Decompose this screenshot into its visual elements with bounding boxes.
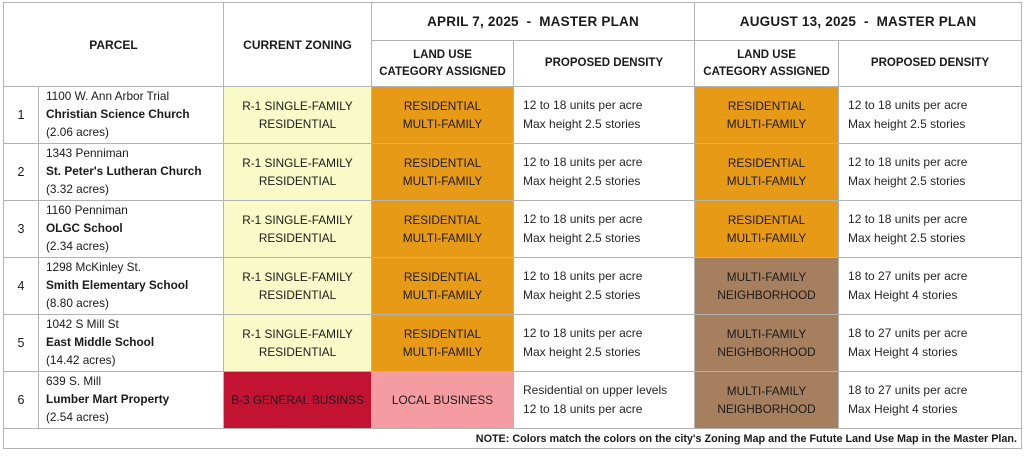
april-density-cell: 12 to 18 units per acre Max height 2.5 st… — [513, 314, 696, 372]
april-density-cell: 12 to 18 units per acre Max height 2.5 st… — [513, 143, 696, 201]
row-number: 2 — [3, 143, 39, 201]
august-density-cell: 18 to 27 units per acre Max Height 4 stor… — [838, 314, 1023, 372]
row-number: 4 — [3, 257, 39, 315]
zoning-table: PARCEL CURRENT ZONING APRIL 7, 2025 - MA… — [2, 2, 1023, 449]
april-land-use-cell: RESIDENTIAL MULTI-FAMILY — [371, 314, 515, 372]
row-number: 6 — [3, 371, 39, 429]
land-use-header-line2: CATEGORY ASSIGNED — [379, 65, 506, 78]
col-header-parcel: PARCEL — [2, 2, 225, 87]
header-row-groups: PARCEL CURRENT ZONING APRIL 7, 2025 - MA… — [2, 2, 1023, 87]
table-row: 2 1343 Penniman St. Peter's Lutheran Churc… — [3, 143, 1023, 201]
august-land-use-cell: RESIDENTIAL MULTI-FAMILY — [694, 200, 840, 258]
table-row: 5 1042 S Mill St East Middle School (14.42 … — [3, 314, 1023, 372]
note-text: NOTE: Colors match the colors on the cit… — [2, 428, 1023, 449]
row-number: 5 — [3, 314, 39, 372]
land-use-header-line1: LAND USE — [737, 49, 796, 62]
august-land-use-cell: MULTI-FAMILY NEIGHBORHOOD — [694, 371, 840, 429]
august-land-use-cell: RESIDENTIAL MULTI-FAMILY — [694, 86, 840, 144]
row-number: 3 — [3, 200, 39, 258]
april-density-cell: 12 to 18 units per acre Max height 2.5 st… — [513, 257, 696, 315]
table-row: 6 639 S. Mill Lumber Mart Property (2.54 ac… — [3, 371, 1023, 429]
col-header-august-master-plan: AUGUST 13, 2025 - MASTER PLAN — [694, 2, 1023, 41]
august-land-use-cell: RESIDENTIAL MULTI-FAMILY — [694, 143, 840, 201]
parcel-cell: 1298 McKinley St. Smith Elementary School… — [37, 257, 225, 315]
august-land-use-cell: MULTI-FAMILY NEIGHBORHOOD — [694, 257, 840, 315]
parcel-cell: 1100 W. Ann Arbor Trial Christian Science… — [37, 86, 225, 144]
august-land-use-cell: MULTI-FAMILY NEIGHBORHOOD — [694, 314, 840, 372]
land-use-header-line1: LAND USE — [413, 49, 472, 62]
col-header-april-master-plan: APRIL 7, 2025 - MASTER PLAN — [371, 2, 696, 41]
col-header-august-land-use: LAND USE CATEGORY ASSIGNED — [694, 40, 840, 87]
current-zoning-cell: R-1 SINGLE-FAMILY RESIDENTIAL — [223, 200, 373, 258]
april-land-use-cell: RESIDENTIAL MULTI-FAMILY — [371, 200, 515, 258]
august-density-cell: 18 to 27 units per acre Max Height 4 stor… — [838, 371, 1023, 429]
land-use-header-line2: CATEGORY ASSIGNED — [703, 65, 830, 78]
col-header-april-proposed-density: PROPOSED DENSITY — [513, 40, 696, 87]
table-row: 4 1298 McKinley St. Smith Elementary Schoo… — [3, 257, 1023, 315]
row-number: 1 — [3, 86, 39, 144]
col-header-april-land-use: LAND USE CATEGORY ASSIGNED — [371, 40, 515, 87]
april-land-use-cell: RESIDENTIAL MULTI-FAMILY — [371, 86, 515, 144]
april-land-use-cell: RESIDENTIAL MULTI-FAMILY — [371, 257, 515, 315]
current-zoning-cell: B-3 GENERAL BUSINSS — [223, 371, 373, 429]
april-density-cell: 12 to 18 units per acre Max height 2.5 st… — [513, 200, 696, 258]
table-row: 1 1100 W. Ann Arbor Trial Christian Scienc… — [3, 86, 1023, 144]
parcel-cell: 1042 S Mill St East Middle School (14.42 a… — [37, 314, 225, 372]
april-land-use-cell: RESIDENTIAL MULTI-FAMILY — [371, 143, 515, 201]
col-header-august-proposed-density: PROPOSED DENSITY — [838, 40, 1023, 87]
parcel-cell: 639 S. Mill Lumber Mart Property (2.54 acr… — [37, 371, 225, 429]
parcel-cell: 1160 Penniman OLGC School (2.34 acres) — [37, 200, 225, 258]
april-density-cell: 12 to 18 units per acre Max height 2.5 st… — [513, 86, 696, 144]
april-density-cell: Residential on upper levels 12 to 18 unit… — [513, 371, 696, 429]
current-zoning-cell: R-1 SINGLE-FAMILY RESIDENTIAL — [223, 314, 373, 372]
april-land-use-cell: LOCAL BUSINESS — [371, 371, 515, 429]
current-zoning-cell: R-1 SINGLE-FAMILY RESIDENTIAL — [223, 143, 373, 201]
august-density-cell: 12 to 18 units per acre Max height 2.5 st… — [838, 200, 1023, 258]
note-row: NOTE: Colors match the colors on the cit… — [2, 428, 1023, 449]
august-density-cell: 12 to 18 units per acre Max height 2.5 st… — [838, 86, 1023, 144]
current-zoning-cell: R-1 SINGLE-FAMILY RESIDENTIAL — [223, 257, 373, 315]
col-header-current-zoning: CURRENT ZONING — [223, 2, 373, 87]
header-row-sub: LAND USE CATEGORY ASSIGNED PROPOSED DENS… — [4, 40, 1023, 87]
august-density-cell: 18 to 27 units per acre Max Height 4 stor… — [838, 257, 1023, 315]
august-density-cell: 12 to 18 units per acre Max height 2.5 st… — [838, 143, 1023, 201]
table-row: 3 1160 Penniman OLGC School (2.34 acres) R-1… — [3, 200, 1023, 258]
current-zoning-cell: R-1 SINGLE-FAMILY RESIDENTIAL — [223, 86, 373, 144]
parcel-cell: 1343 Penniman St. Peter's Lutheran Church… — [37, 143, 225, 201]
